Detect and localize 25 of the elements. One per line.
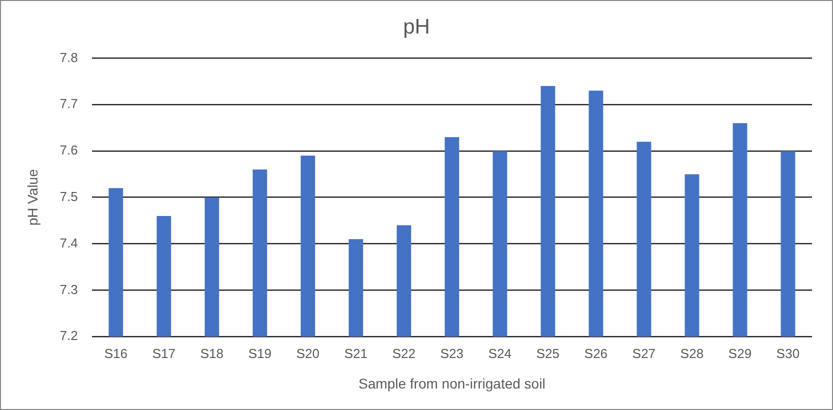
x-tick-label: S18 (200, 346, 224, 361)
x-tick-label: S25 (536, 346, 560, 361)
x-tick-label: S17 (152, 346, 176, 361)
x-tick-label: S22 (392, 346, 416, 361)
x-tick-label: S26 (584, 346, 608, 361)
x-tick-label: S30 (776, 346, 800, 361)
x-tick-label: S29 (728, 346, 752, 361)
x-tick-label: S24 (488, 346, 512, 361)
x-tick-label: S27 (632, 346, 656, 361)
y-tick-label: 7.3 (60, 282, 78, 297)
x-tick-label: S16 (104, 346, 128, 361)
y-tick-label: 7.7 (60, 96, 78, 112)
x-tick-label: S28 (680, 346, 704, 361)
x-tick-label: S23 (440, 346, 464, 361)
y-axis-title: pH Value (24, 168, 40, 226)
x-tick-label: S19 (248, 346, 272, 361)
y-tick-label: 7.5 (60, 188, 78, 204)
x-tick-label: S21 (344, 346, 368, 361)
y-tick-label: 7.8 (60, 50, 78, 65)
y-tick-label: 7.2 (60, 328, 78, 344)
x-axis-title: Sample from non-irrigated soil (358, 375, 546, 392)
x-tick-label: S20 (296, 346, 320, 361)
chart-title: pH (403, 15, 430, 38)
y-tick-label: 7.4 (60, 235, 78, 250)
y-tick-label: 7.6 (60, 142, 78, 158)
